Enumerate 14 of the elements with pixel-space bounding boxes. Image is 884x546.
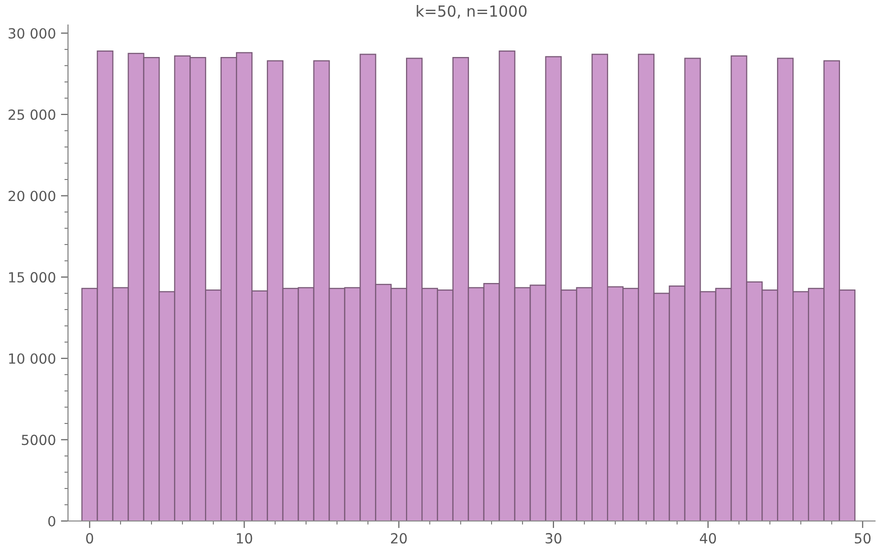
y-tick-label: 0 — [48, 516, 56, 526]
y-tick-label: 5000 — [22, 434, 56, 446]
y-tick-label: 10 000 — [9, 353, 56, 364]
y-tick-label: 15 000 — [9, 272, 56, 283]
y-tick-label: 20 000 — [8, 190, 56, 202]
chart-title: k=50, n=1000 — [416, 5, 527, 18]
x-tick-label: 10 — [236, 533, 252, 544]
x-tick-label: 30 — [546, 533, 562, 544]
y-tick-label: 25 000 — [8, 109, 56, 120]
x-tick-label: 50 — [854, 533, 871, 544]
x-tick-label: 0 — [86, 533, 94, 544]
y-tick-label: 30 000 — [8, 28, 56, 39]
x-tick-label: 40 — [700, 533, 716, 544]
x-tick-label: 20 — [391, 533, 407, 544]
